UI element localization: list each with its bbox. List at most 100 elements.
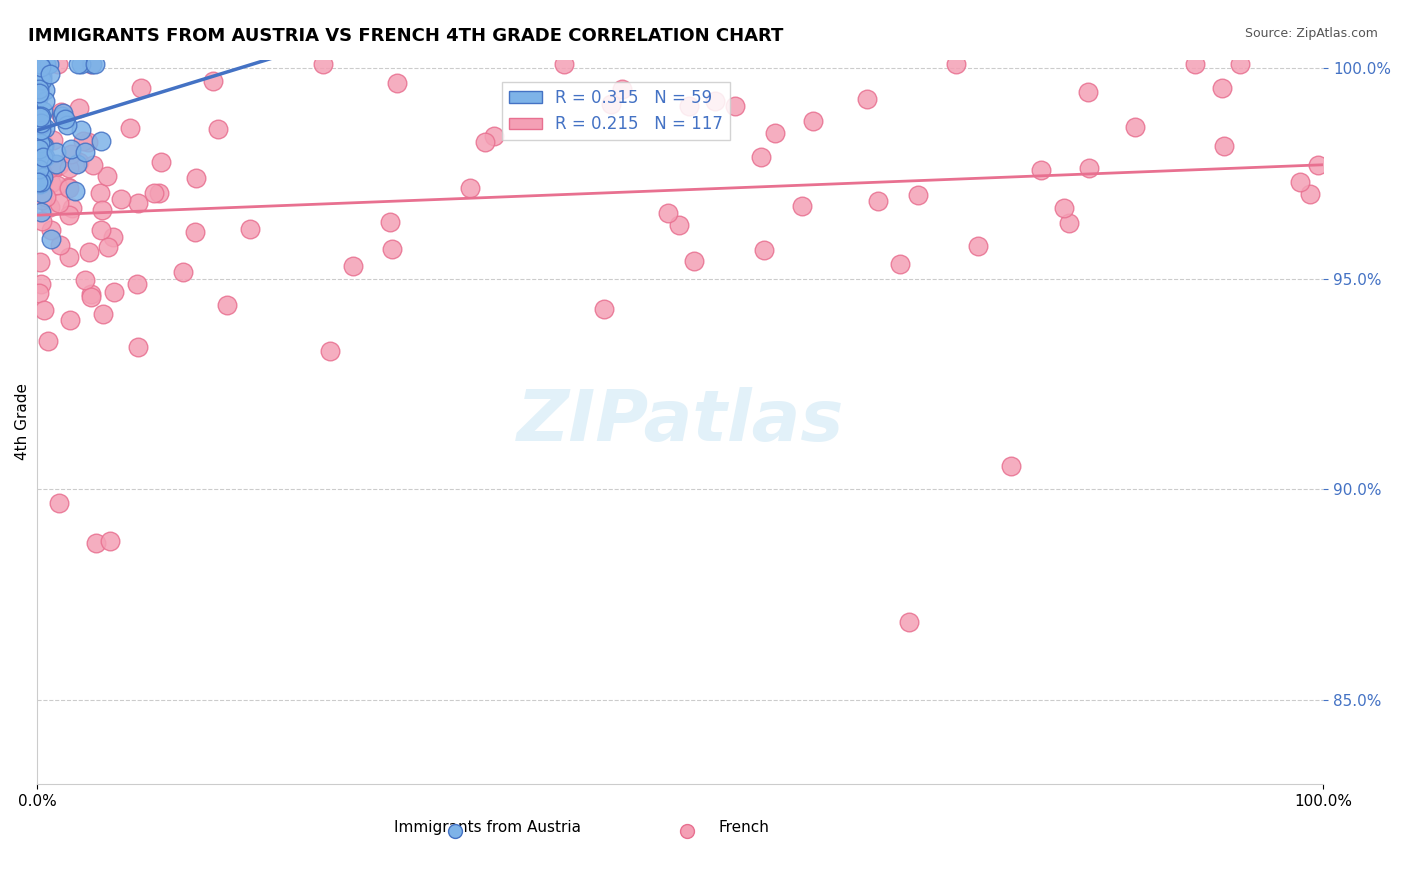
Point [184, 170, 207, 185]
Point [101, 230, 124, 244]
Point [30, 169, 52, 183]
Point [30, 136, 52, 151]
Point [1053, 202, 1076, 216]
Point [77, 244, 100, 259]
Point [56, 180, 79, 194]
Point [42, 133, 65, 147]
Point [184, 225, 207, 239]
Point [27, 91, 49, 105]
Point [60, 201, 83, 215]
Point [103, 285, 125, 300]
Point [127, 195, 149, 210]
Point [30, 277, 52, 291]
Point [59, 147, 82, 161]
Point [482, 129, 505, 144]
Point [201, 73, 224, 87]
Point [868, 194, 890, 208]
Point [32, 169, 55, 184]
Point [51, 105, 73, 120]
Point [148, 186, 170, 200]
Point [724, 99, 747, 113]
Point [1229, 57, 1251, 71]
Point [1077, 161, 1099, 175]
Text: French: French [718, 820, 770, 835]
Point [89, 186, 111, 200]
Point [30, 175, 52, 189]
Point [1059, 216, 1081, 230]
Point [56, 118, 79, 132]
Point [73, 145, 96, 159]
Point [855, 92, 877, 106]
Point [28, 82, 51, 96]
Point [34, 190, 56, 204]
Point [30, 60, 52, 74]
Point [76, 136, 98, 150]
Point [63, 184, 86, 198]
Point [58, 180, 80, 194]
Point [35, 153, 58, 168]
Point [48, 159, 70, 173]
Point [30, 123, 52, 137]
Point [30, 69, 52, 83]
Point [83, 57, 105, 71]
Point [45, 178, 67, 193]
Point [32, 139, 55, 153]
Point [31, 172, 53, 186]
Point [1031, 162, 1053, 177]
Point [45, 160, 67, 174]
Point [1288, 175, 1310, 189]
Point [31, 214, 53, 228]
Point [49, 238, 72, 252]
Point [39, 176, 62, 190]
Point [34, 120, 56, 135]
Point [380, 215, 402, 229]
Point [79, 290, 101, 304]
Point [28, 285, 51, 300]
Point [657, 206, 679, 220]
Point [28, 178, 51, 192]
Point [97, 240, 120, 254]
Point [1308, 158, 1330, 172]
Point [30, 116, 52, 130]
Point [38, 57, 60, 71]
Point [27, 109, 49, 123]
Point [801, 114, 824, 128]
Point [30, 118, 52, 132]
Point [91, 202, 114, 217]
Point [600, 97, 623, 112]
Point [49, 108, 72, 122]
Point [27, 175, 49, 189]
Point [127, 277, 149, 292]
Point [1123, 120, 1146, 134]
Point [44, 157, 66, 171]
Point [704, 94, 727, 108]
Point [31, 186, 53, 200]
Point [32, 302, 55, 317]
Point [749, 150, 772, 164]
Point [1299, 186, 1322, 201]
Point [28, 57, 51, 71]
Point [27, 146, 49, 161]
Point [385, 76, 408, 90]
Point [30, 163, 52, 178]
Point [51, 109, 73, 123]
Point [593, 301, 616, 316]
Point [32, 137, 55, 152]
Point [754, 244, 776, 258]
Point [31, 187, 53, 202]
Point [30, 255, 52, 269]
Point [98, 534, 121, 549]
Point [30, 109, 52, 123]
Point [38, 67, 60, 81]
Point [80, 286, 103, 301]
Point [80, 57, 103, 71]
Point [67, 155, 90, 169]
Point [72, 135, 94, 149]
Point [889, 258, 911, 272]
Point [30, 109, 52, 123]
Point [45, 145, 67, 159]
Point [28, 127, 51, 141]
Point [82, 57, 104, 71]
Point [59, 313, 82, 327]
Point [907, 187, 929, 202]
